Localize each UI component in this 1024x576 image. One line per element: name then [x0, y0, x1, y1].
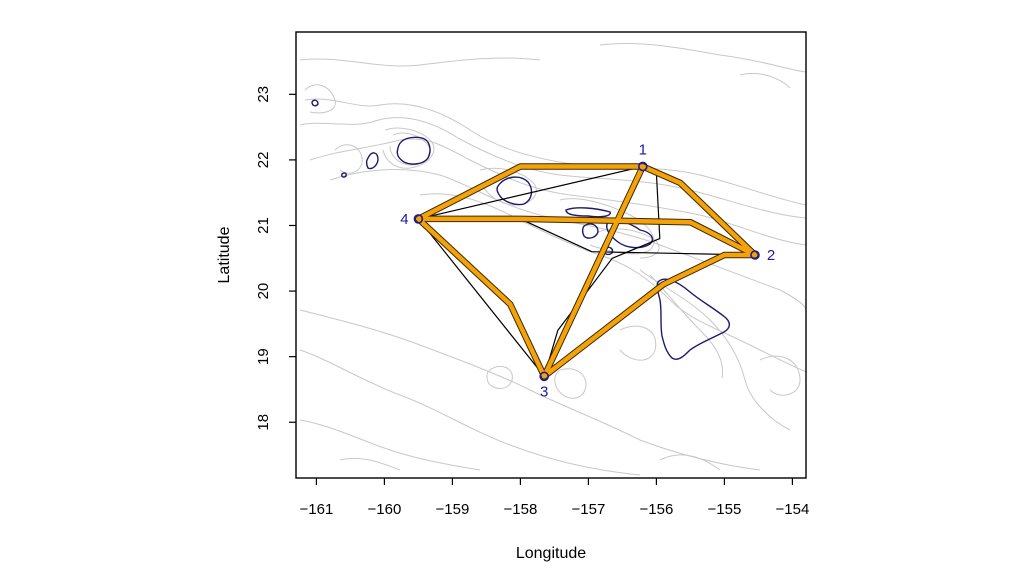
optimal-paths-layer: [415, 163, 759, 380]
x-axis: −161 −160 −159 −158 −157 −156 −155 −154: [300, 478, 810, 518]
kaula-island: [341, 172, 347, 178]
sites-layer: 1 2 3 4: [400, 141, 775, 400]
y-tick-label: 19: [255, 348, 272, 365]
x-tick-label: −155: [708, 501, 742, 518]
optimal-path-2-3: [541, 252, 758, 379]
x-tick-label: −157: [572, 501, 606, 518]
hawaii-island: [656, 278, 731, 360]
site-marker-4: [413, 214, 424, 224]
oahu-island: [496, 176, 533, 206]
direct-path-4-3: [417, 218, 545, 377]
x-tick-label: −161: [300, 501, 334, 518]
kauai-island: [396, 136, 431, 165]
x-tick-label: −156: [640, 501, 674, 518]
x-tick-label: −154: [776, 501, 810, 518]
direct-path-4-1: [418, 165, 643, 220]
y-tick-label: 21: [255, 217, 272, 234]
x-tick-label: −158: [504, 501, 538, 518]
plot-frame: [295, 31, 807, 479]
y-axis: 18 19 20 21 22 23: [255, 86, 296, 431]
y-tick-label: 23: [255, 86, 272, 103]
site-marker-1: [637, 161, 648, 172]
y-tick-label: 20: [255, 283, 272, 300]
x-tick-label: −159: [436, 501, 470, 518]
optimal-path-3-1: [541, 164, 646, 379]
site-label-1: 1: [639, 141, 647, 158]
optimal-path-3-4: [416, 216, 547, 379]
molokai-island: [565, 207, 611, 218]
site-label-2: 2: [767, 247, 775, 264]
site-label-4: 4: [400, 211, 408, 228]
optimal-path-1-2: [640, 164, 758, 258]
optimal-path-4-2: [416, 216, 758, 258]
y-tick-label: 18: [255, 414, 272, 431]
island-coastlines: [311, 99, 731, 360]
y-axis-title: Latitude: [216, 226, 233, 283]
site-marker-2: [750, 250, 760, 260]
niihau-island: [365, 152, 379, 170]
optimal-path-4-1: [416, 164, 646, 222]
nihoa-island: [311, 99, 319, 107]
y-tick-label: 22: [255, 152, 272, 169]
lanai-island: [581, 223, 599, 239]
site-marker-3: [539, 371, 550, 382]
site-label-3: 3: [540, 383, 548, 400]
x-tick-label: −160: [368, 501, 402, 518]
x-axis-title: Longitude: [516, 545, 586, 562]
